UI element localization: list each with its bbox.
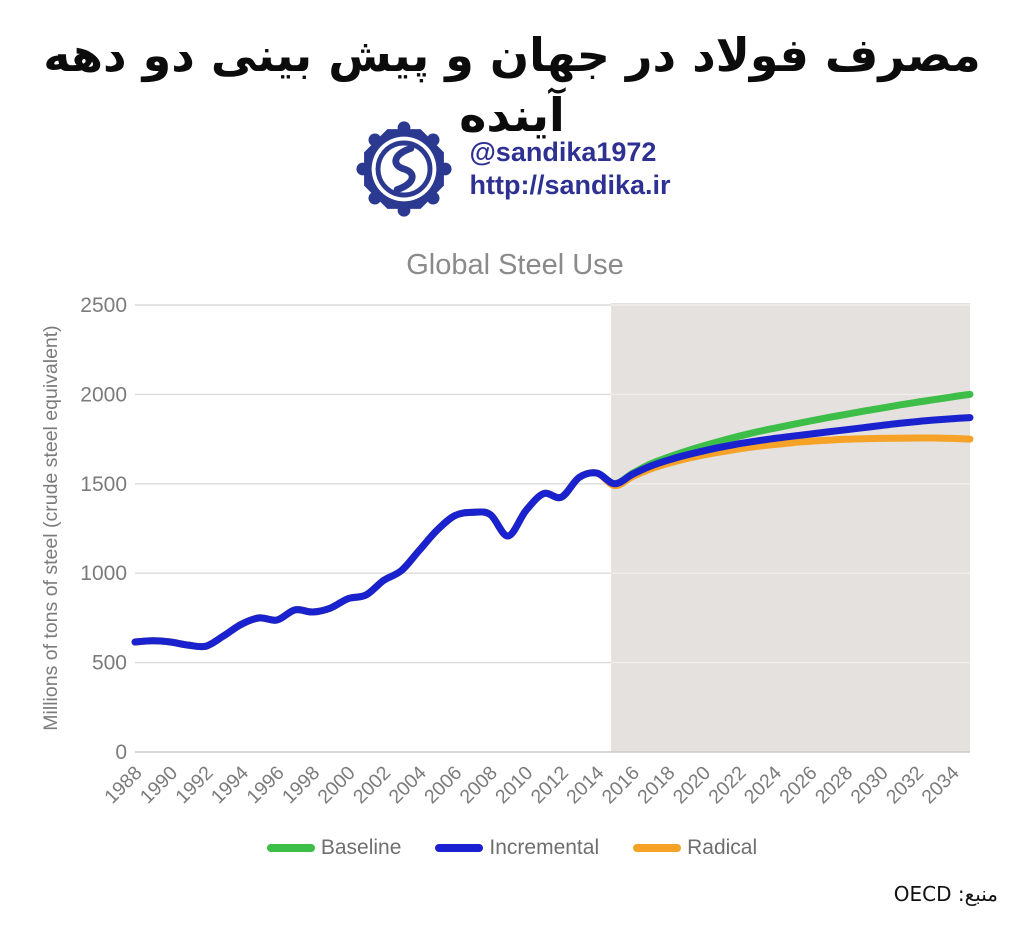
x-tick-label: 2032: [882, 762, 928, 808]
legend-label: Radical: [687, 836, 758, 859]
x-tick-label: 2016: [598, 762, 644, 808]
x-tick-label: 2026: [775, 762, 821, 808]
legend-swatch: [633, 844, 682, 852]
legend-item-radical: Radical: [633, 836, 757, 860]
y-tick-label: 1000: [80, 562, 127, 585]
x-tick-label: 1998: [278, 762, 324, 808]
y-axis-label: Millions of tons of steel (crude steel e…: [40, 325, 62, 730]
legend-label: Incremental: [489, 836, 600, 859]
logo-handle: @sandika1972: [469, 137, 657, 168]
legend-item-baseline: Baseline: [266, 836, 402, 860]
chart-title: Global Steel Use: [406, 249, 624, 281]
y-tick-label: 500: [92, 652, 127, 675]
x-tick-label: 2012: [527, 762, 573, 808]
source-note: منبع: OECD: [893, 882, 998, 906]
x-tick-label: 2004: [385, 762, 431, 808]
x-tick-label: 1992: [171, 762, 217, 808]
x-tick-label: 1990: [136, 762, 182, 808]
x-tick-label: 2006: [420, 762, 466, 808]
x-tick-label: 2034: [918, 762, 964, 808]
logo-text: @sandika1972 http://sandika.ir: [469, 136, 670, 202]
x-tick-label: 2028: [811, 762, 857, 808]
forecast-region: [611, 303, 970, 752]
legend: Baseline Incremental Radical: [0, 836, 1024, 860]
legend-swatch: [435, 844, 484, 852]
x-tick-label: 1996: [242, 762, 288, 808]
x-tick-label: 1994: [207, 762, 253, 808]
legend-item-incremental: Incremental: [435, 836, 599, 860]
x-tick-label: 2002: [349, 762, 395, 808]
y-tick-label: 0: [115, 741, 127, 764]
y-tick-label: 1500: [80, 473, 127, 496]
x-tick-label: 2030: [846, 762, 892, 808]
x-tick-label: 2010: [491, 762, 537, 808]
legend-label: Baseline: [320, 836, 402, 859]
x-tick-label: 2024: [740, 762, 786, 808]
x-tick-label: 2020: [669, 762, 715, 808]
x-tick-label: 2018: [633, 762, 679, 808]
y-tick-label: 2500: [80, 294, 127, 317]
x-tick-label: 2014: [562, 762, 608, 808]
incremental-line: [131, 414, 974, 651]
legend-swatch: [266, 844, 315, 852]
sandika-logo-icon: [353, 118, 455, 220]
logo-block: @sandika1972 http://sandika.ir: [0, 118, 1024, 220]
x-tick-label: 2000: [313, 762, 359, 808]
x-tick-label: 2008: [456, 762, 502, 808]
y-tick-label: 2000: [80, 383, 127, 406]
page-title: مصرف فولاد در جهان و پیش بینی دو دهه آین…: [43, 28, 981, 142]
logo-url[interactable]: http://sandika.ir: [469, 170, 671, 200]
x-tick-label: 1988: [100, 762, 146, 808]
x-tick-label: 2022: [704, 762, 750, 808]
